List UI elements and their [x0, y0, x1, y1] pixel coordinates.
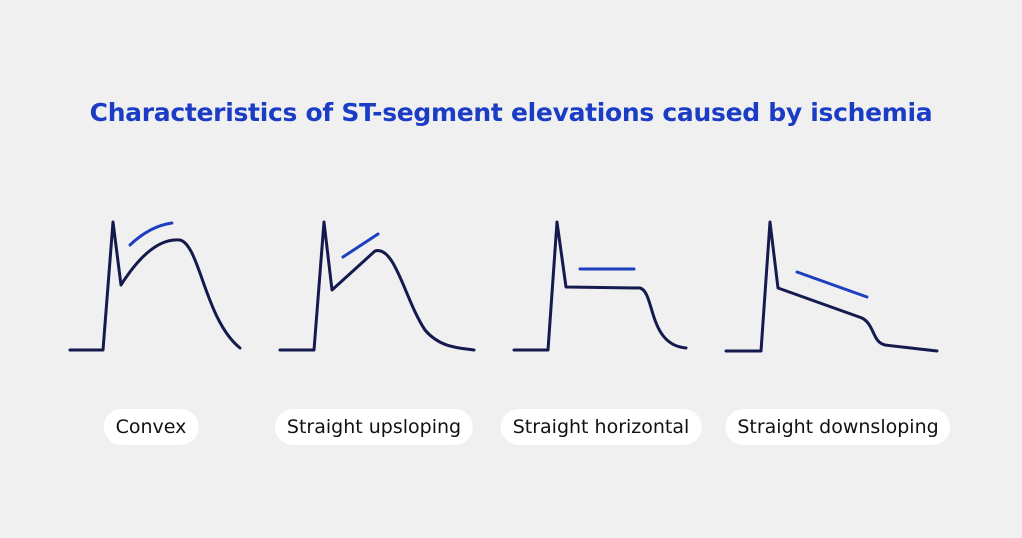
panel-label: Straight horizontal — [500, 409, 702, 445]
upsloping-wave — [278, 220, 476, 352]
upsloping-marker — [341, 232, 380, 259]
title: Characteristics of ST-segment elevations… — [89, 98, 933, 127]
convex-wave — [68, 220, 242, 352]
panel-label: Straight downsloping — [725, 409, 951, 445]
downsloping-marker — [795, 270, 869, 299]
panel-label: Convex — [103, 409, 199, 445]
panel-label: Straight upsloping — [274, 409, 474, 445]
downsloping-wave — [724, 220, 939, 353]
convex-marker — [128, 221, 174, 247]
horizontal-wave — [512, 220, 688, 352]
